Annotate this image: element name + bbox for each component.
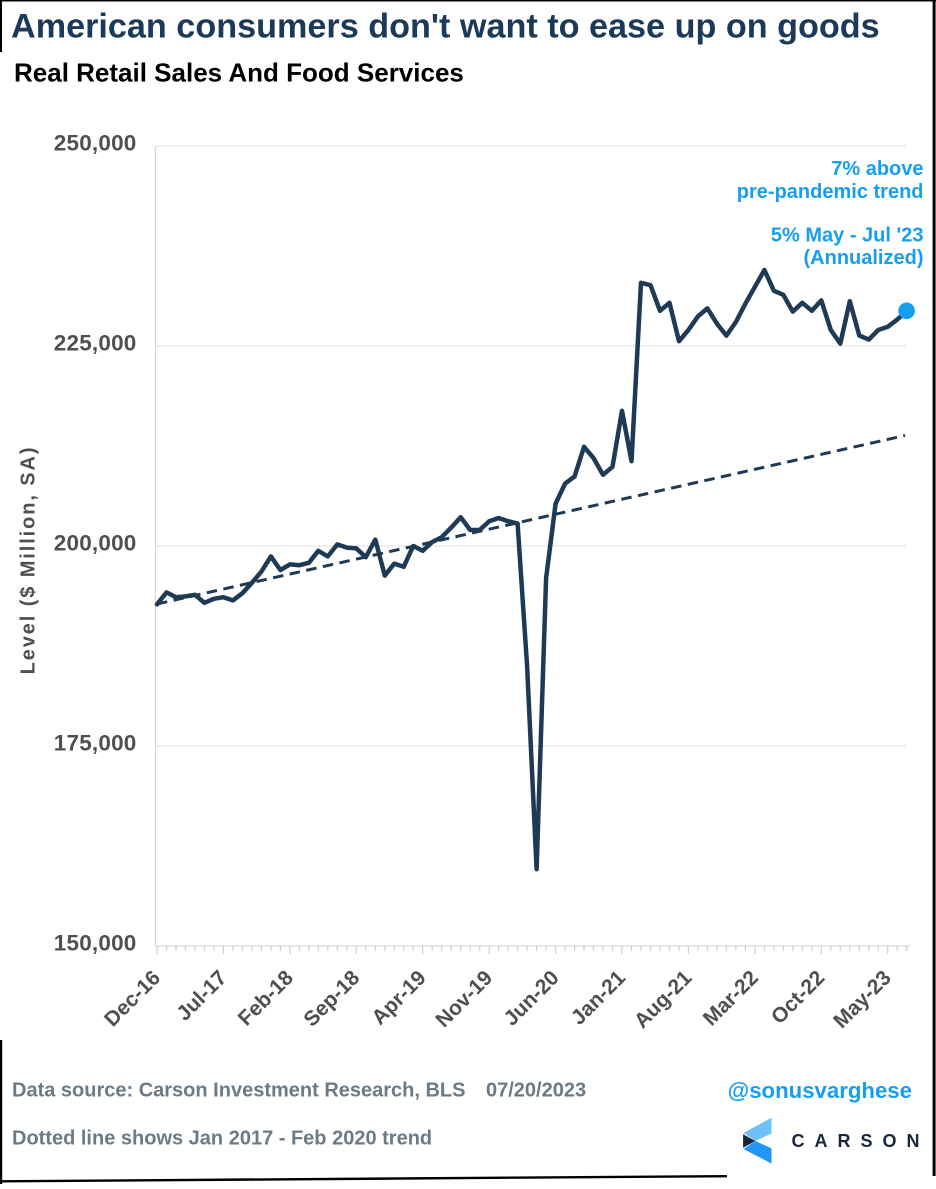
svg-text:150,000: 150,000 (54, 931, 137, 956)
svg-text:250,000: 250,000 (54, 131, 137, 156)
svg-text:5% May - Jul '23: 5% May - Jul '23 (771, 225, 924, 247)
svg-text:CARSON: CARSON (792, 1131, 930, 1151)
svg-text:Data source: Carson Investment: Data source: Carson Investment Research,… (12, 1080, 466, 1102)
svg-text:Real Retail Sales And Food Ser: Real Retail Sales And Food Services (14, 58, 464, 88)
svg-text:pre-pandemic trend: pre-pandemic trend (737, 181, 924, 203)
svg-text:7% above: 7% above (831, 158, 923, 180)
svg-text:(Annualized): (Annualized) (804, 247, 924, 269)
svg-text:Dotted line shows Jan 2017 - F: Dotted line shows Jan 2017 - Feb 2020 tr… (12, 1128, 432, 1150)
svg-text:American consumers don't want: American consumers don't want to ease up… (11, 8, 880, 46)
svg-text:07/20/2023: 07/20/2023 (486, 1080, 586, 1102)
svg-text:200,000: 200,000 (54, 531, 137, 556)
svg-text:Level ($ Million, SA): Level ($ Million, SA) (18, 446, 40, 675)
svg-text:175,000: 175,000 (54, 731, 137, 756)
svg-text:@sonusvarghese: @sonusvarghese (728, 1078, 912, 1103)
svg-text:225,000: 225,000 (54, 331, 137, 356)
